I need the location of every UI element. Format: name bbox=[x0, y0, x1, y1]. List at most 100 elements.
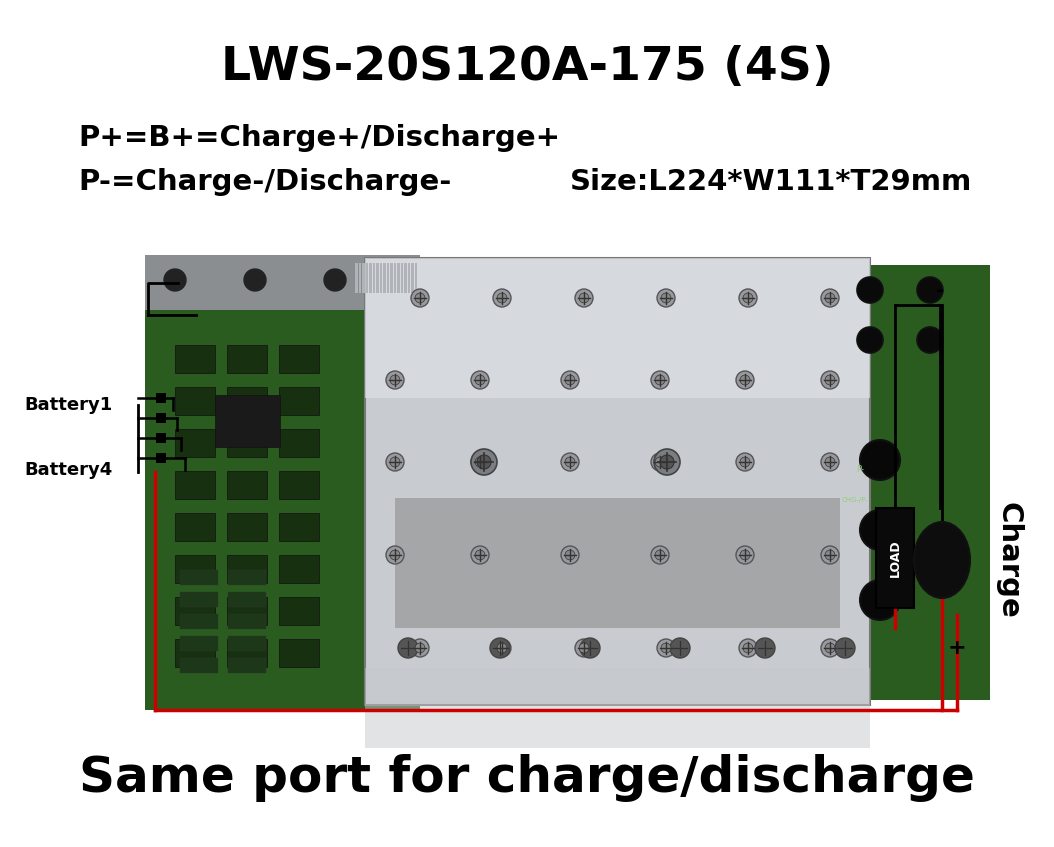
Circle shape bbox=[860, 510, 900, 550]
Circle shape bbox=[390, 550, 399, 560]
Circle shape bbox=[651, 371, 669, 389]
Circle shape bbox=[821, 546, 839, 564]
Circle shape bbox=[657, 289, 675, 307]
Circle shape bbox=[475, 550, 485, 560]
Bar bbox=[383, 263, 386, 293]
Bar bbox=[411, 263, 413, 293]
Bar bbox=[279, 387, 319, 415]
Circle shape bbox=[243, 269, 266, 291]
Circle shape bbox=[561, 371, 579, 389]
Circle shape bbox=[917, 277, 943, 303]
Circle shape bbox=[580, 638, 600, 658]
Circle shape bbox=[471, 449, 497, 475]
Circle shape bbox=[415, 293, 425, 303]
Circle shape bbox=[857, 277, 883, 303]
Circle shape bbox=[651, 453, 669, 471]
Bar bbox=[175, 639, 215, 667]
Bar bbox=[227, 639, 267, 667]
Circle shape bbox=[386, 371, 404, 389]
Bar bbox=[180, 658, 218, 673]
Bar bbox=[393, 263, 396, 293]
Bar bbox=[369, 263, 371, 293]
Circle shape bbox=[736, 453, 754, 471]
Bar bbox=[180, 592, 218, 607]
Circle shape bbox=[821, 371, 839, 389]
Circle shape bbox=[411, 639, 429, 657]
Circle shape bbox=[743, 293, 753, 303]
Bar bbox=[180, 570, 218, 585]
Circle shape bbox=[386, 453, 404, 471]
Circle shape bbox=[740, 550, 750, 560]
Circle shape bbox=[398, 638, 418, 658]
Circle shape bbox=[660, 455, 674, 469]
Circle shape bbox=[825, 457, 835, 467]
Bar bbox=[227, 345, 267, 373]
Circle shape bbox=[825, 375, 835, 385]
Circle shape bbox=[493, 639, 511, 657]
Text: Same port for charge/discharge: Same port for charge/discharge bbox=[79, 754, 975, 802]
Bar bbox=[227, 597, 267, 625]
Circle shape bbox=[739, 289, 757, 307]
Bar bbox=[228, 614, 266, 629]
Circle shape bbox=[821, 289, 839, 307]
Circle shape bbox=[661, 293, 671, 303]
Bar bbox=[175, 597, 215, 625]
Circle shape bbox=[561, 453, 579, 471]
Bar bbox=[215, 395, 280, 447]
Circle shape bbox=[736, 371, 754, 389]
Circle shape bbox=[390, 457, 399, 467]
Bar bbox=[227, 387, 267, 415]
Bar bbox=[387, 263, 389, 293]
Circle shape bbox=[655, 550, 665, 560]
Bar bbox=[227, 513, 267, 541]
Bar bbox=[227, 555, 267, 583]
Bar bbox=[279, 639, 319, 667]
Circle shape bbox=[475, 375, 485, 385]
Circle shape bbox=[579, 643, 589, 653]
Circle shape bbox=[740, 457, 750, 467]
Bar bbox=[279, 597, 319, 625]
Bar bbox=[404, 263, 407, 293]
Circle shape bbox=[835, 638, 855, 658]
Circle shape bbox=[825, 643, 835, 653]
Circle shape bbox=[739, 639, 757, 657]
Bar bbox=[397, 263, 399, 293]
Circle shape bbox=[164, 269, 186, 291]
Circle shape bbox=[661, 643, 671, 653]
Bar bbox=[228, 592, 266, 607]
Circle shape bbox=[471, 546, 489, 564]
Bar bbox=[175, 555, 215, 583]
Bar bbox=[156, 453, 165, 463]
Circle shape bbox=[475, 457, 485, 467]
Circle shape bbox=[471, 371, 489, 389]
Circle shape bbox=[653, 449, 680, 475]
Text: -: - bbox=[936, 281, 944, 300]
Bar bbox=[390, 263, 392, 293]
Circle shape bbox=[575, 639, 593, 657]
Bar bbox=[175, 429, 215, 457]
Bar bbox=[279, 513, 319, 541]
Bar bbox=[279, 555, 319, 583]
Bar bbox=[227, 471, 267, 499]
Bar bbox=[227, 429, 267, 457]
Circle shape bbox=[477, 455, 491, 469]
Bar bbox=[145, 255, 419, 310]
Circle shape bbox=[655, 457, 665, 467]
Bar bbox=[156, 433, 165, 443]
Bar bbox=[279, 429, 319, 457]
Circle shape bbox=[493, 289, 511, 307]
Circle shape bbox=[821, 453, 839, 471]
Circle shape bbox=[565, 375, 574, 385]
Bar bbox=[395, 498, 840, 628]
Bar bbox=[156, 393, 165, 403]
Circle shape bbox=[821, 639, 839, 657]
Text: P-: P- bbox=[856, 466, 864, 474]
Text: CHG-/P-: CHG-/P- bbox=[842, 497, 868, 503]
Bar bbox=[365, 258, 870, 398]
Circle shape bbox=[825, 550, 835, 560]
Text: P+=B+=Charge+/Discharge+: P+=B+=Charge+/Discharge+ bbox=[78, 124, 560, 152]
Circle shape bbox=[860, 580, 900, 620]
Text: Charge: Charge bbox=[995, 501, 1023, 618]
Bar bbox=[876, 508, 914, 608]
Bar bbox=[845, 265, 990, 700]
